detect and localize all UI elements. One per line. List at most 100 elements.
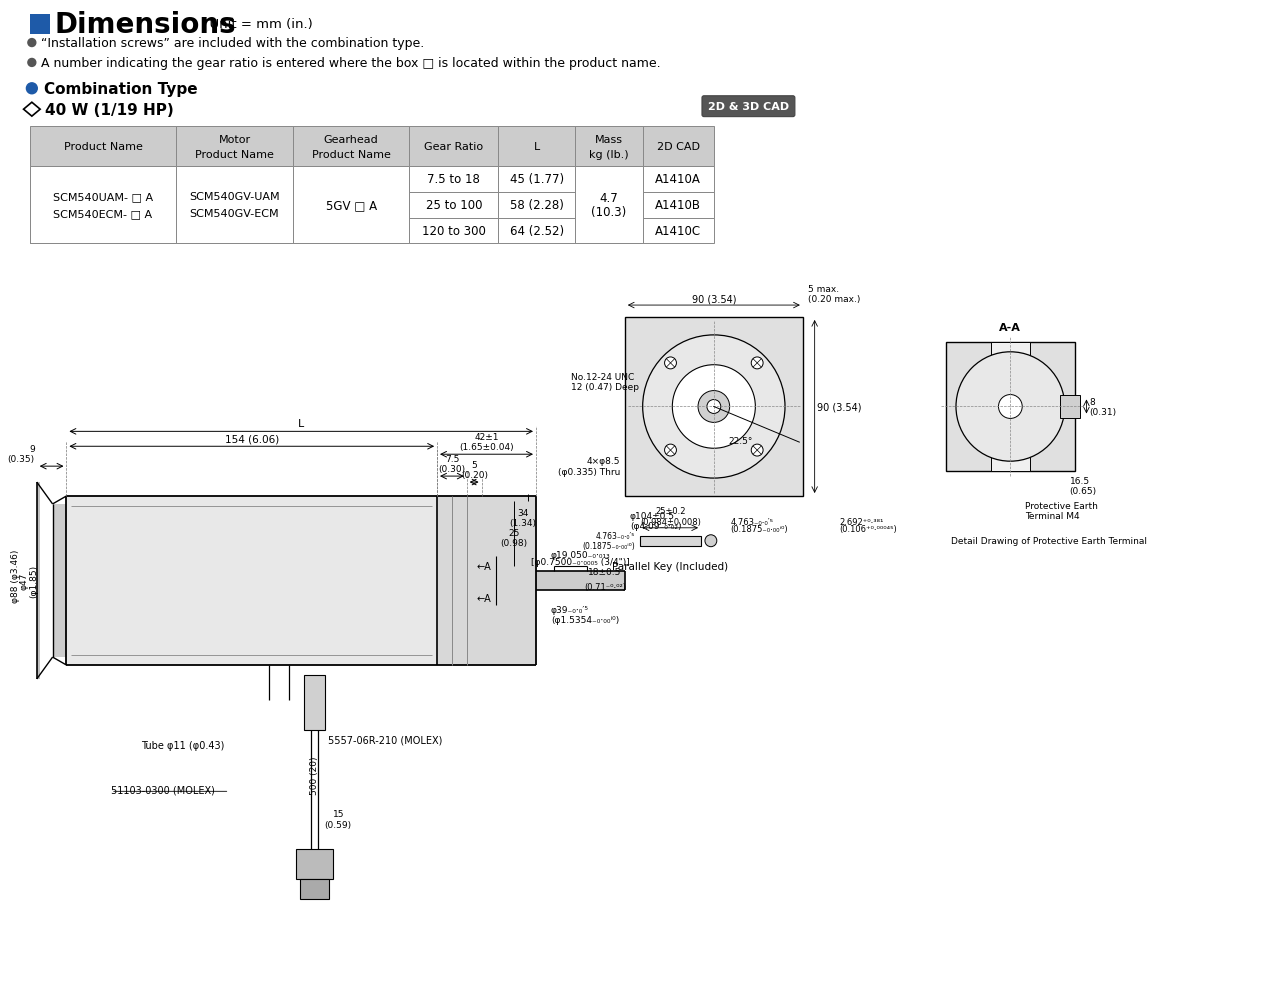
Bar bbox=[410, 218, 498, 245]
Text: SCM540GV-UAM
SCM540GV-ECM: SCM540GV-UAM SCM540GV-ECM bbox=[189, 192, 280, 219]
Text: 9
(0.35): 9 (0.35) bbox=[8, 445, 35, 463]
Text: 2D & 3D CAD: 2D & 3D CAD bbox=[708, 103, 788, 112]
Text: 2D CAD: 2D CAD bbox=[657, 142, 700, 152]
Bar bbox=[991, 342, 1030, 471]
Text: Product Name: Product Name bbox=[64, 142, 142, 152]
Text: Detail Drawing of Protective Earth Terminal: Detail Drawing of Protective Earth Termi… bbox=[951, 536, 1147, 545]
Text: A-A: A-A bbox=[1000, 322, 1021, 332]
Bar bbox=[293, 167, 410, 192]
Text: Gearhead: Gearhead bbox=[324, 135, 379, 145]
Bar bbox=[625, 317, 803, 497]
Bar bbox=[29, 127, 177, 167]
Bar bbox=[410, 167, 498, 192]
Circle shape bbox=[643, 335, 785, 478]
Text: (0.106⁺⁰⋅⁰⁰⁰⁴⁵): (0.106⁺⁰⋅⁰⁰⁰⁴⁵) bbox=[840, 525, 897, 533]
Text: Dimensions: Dimensions bbox=[55, 11, 237, 38]
Text: 4.763₋₀⋅₀′⁵
(0.1875₋₀⋅₀₀ⁱ⁰): 4.763₋₀⋅₀′⁵ (0.1875₋₀⋅₀₀ⁱ⁰) bbox=[582, 531, 635, 551]
Text: 5 max.
(0.20 max.): 5 max. (0.20 max.) bbox=[808, 284, 860, 304]
Bar bbox=[410, 192, 498, 218]
Bar bbox=[52, 505, 67, 658]
Text: φ39₋₀⋅₀′⁵: φ39₋₀⋅₀′⁵ bbox=[550, 605, 589, 614]
Text: 34
(1.34): 34 (1.34) bbox=[509, 509, 536, 528]
Text: φ104±0.5
(φ4.09₋₀⋅₀₂): φ104±0.5 (φ4.09₋₀⋅₀₂) bbox=[630, 512, 681, 530]
FancyBboxPatch shape bbox=[701, 97, 795, 117]
Text: 90 (3.54): 90 (3.54) bbox=[691, 294, 736, 304]
Text: [φ0.7500₋₀⋅₀₀₀₅ (3/4")]: [φ0.7500₋₀⋅₀₀₀₅ (3/4")] bbox=[531, 557, 630, 566]
Text: 8
(0.31): 8 (0.31) bbox=[1089, 397, 1116, 417]
Text: 7.5
(0.30): 7.5 (0.30) bbox=[438, 455, 466, 473]
Bar bbox=[29, 167, 177, 245]
Text: 64 (2.52): 64 (2.52) bbox=[509, 225, 564, 238]
Bar bbox=[498, 218, 576, 245]
Bar bbox=[643, 218, 714, 245]
Text: Parallel Key (Included): Parallel Key (Included) bbox=[612, 561, 728, 571]
Text: kg (lb.): kg (lb.) bbox=[589, 150, 628, 160]
Bar bbox=[576, 167, 643, 192]
Circle shape bbox=[27, 84, 37, 95]
Text: φ47
(φ1.85): φ47 (φ1.85) bbox=[19, 564, 38, 598]
Circle shape bbox=[698, 391, 730, 423]
Circle shape bbox=[751, 445, 763, 457]
Circle shape bbox=[751, 358, 763, 370]
Text: Motor: Motor bbox=[219, 135, 251, 145]
Bar bbox=[436, 497, 536, 666]
Circle shape bbox=[998, 395, 1023, 419]
Bar bbox=[29, 218, 177, 245]
Text: 5557-06R-210 (MOLEX): 5557-06R-210 (MOLEX) bbox=[329, 735, 443, 744]
Bar bbox=[293, 167, 410, 245]
Bar bbox=[177, 192, 293, 218]
Text: 154 (6.06): 154 (6.06) bbox=[224, 434, 279, 444]
Text: SCM540UAM- □ A
SCM540ECM- □ A: SCM540UAM- □ A SCM540ECM- □ A bbox=[52, 192, 154, 219]
Bar bbox=[293, 192, 410, 218]
Text: No.12-24 UNC
12 (0.47) Deep: No.12-24 UNC 12 (0.47) Deep bbox=[571, 373, 639, 391]
Text: 15
(0.59): 15 (0.59) bbox=[325, 810, 352, 829]
Text: 5
(0.20): 5 (0.20) bbox=[461, 460, 488, 479]
Bar bbox=[576, 127, 643, 167]
Text: 2.692⁺⁰⋅³⁸¹: 2.692⁺⁰⋅³⁸¹ bbox=[840, 518, 883, 527]
Bar bbox=[498, 192, 576, 218]
Text: 120 to 300: 120 to 300 bbox=[422, 225, 486, 238]
Bar bbox=[643, 167, 714, 192]
Bar bbox=[29, 192, 177, 218]
Bar bbox=[67, 497, 436, 666]
Text: 25±0.2
(0.984±0.008): 25±0.2 (0.984±0.008) bbox=[640, 507, 700, 527]
Text: L: L bbox=[298, 419, 305, 429]
Text: “Installation screws” are included with the combination type.: “Installation screws” are included with … bbox=[41, 37, 424, 50]
Bar bbox=[177, 127, 293, 167]
Bar bbox=[576, 218, 643, 245]
Text: 500 (20): 500 (20) bbox=[310, 755, 319, 794]
Text: (0.71⁻⁰⋅⁰²): (0.71⁻⁰⋅⁰²) bbox=[584, 583, 626, 592]
Circle shape bbox=[707, 400, 721, 414]
Text: 58 (2.28): 58 (2.28) bbox=[509, 199, 564, 212]
Bar bbox=[293, 218, 410, 245]
Text: 18±0.5: 18±0.5 bbox=[589, 567, 622, 576]
Text: 40 W (1/19 HP): 40 W (1/19 HP) bbox=[45, 103, 174, 117]
Bar bbox=[498, 127, 576, 167]
Text: 7.5 to 18: 7.5 to 18 bbox=[428, 174, 480, 186]
Text: (10.3): (10.3) bbox=[591, 206, 627, 219]
Text: 45 (1.77): 45 (1.77) bbox=[509, 174, 564, 186]
Circle shape bbox=[664, 358, 676, 370]
Bar bbox=[643, 192, 714, 218]
Bar bbox=[498, 167, 576, 192]
Text: A1410A: A1410A bbox=[655, 174, 701, 186]
Bar bbox=[410, 127, 498, 167]
Bar bbox=[576, 167, 643, 245]
Text: 22.5°: 22.5° bbox=[728, 437, 753, 446]
Bar bbox=[29, 167, 177, 192]
Text: A1410B: A1410B bbox=[655, 199, 701, 212]
Text: Product Name: Product Name bbox=[311, 150, 390, 160]
Text: A1410C: A1410C bbox=[655, 225, 701, 238]
Text: 4×φ8.5
(φ0.335) Thru: 4×φ8.5 (φ0.335) Thru bbox=[558, 457, 620, 476]
Circle shape bbox=[28, 59, 36, 67]
Text: Combination Type: Combination Type bbox=[44, 82, 197, 97]
Text: 90 (3.54): 90 (3.54) bbox=[817, 402, 861, 412]
Bar bbox=[640, 536, 701, 546]
Text: Product Name: Product Name bbox=[195, 150, 274, 160]
Text: Tube φ11 (φ0.43): Tube φ11 (φ0.43) bbox=[141, 740, 224, 749]
Circle shape bbox=[705, 535, 717, 547]
Bar bbox=[293, 127, 410, 167]
Text: φ19.050₋₀⋅₀₁₃: φ19.050₋₀⋅₀₁₃ bbox=[550, 550, 611, 559]
Text: 25
(0.98): 25 (0.98) bbox=[500, 528, 527, 547]
Text: 4.7: 4.7 bbox=[600, 192, 618, 205]
